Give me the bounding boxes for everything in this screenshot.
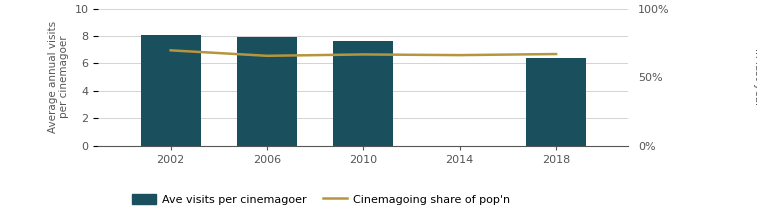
Y-axis label: Share of pop'n over 15
that visited cinema
in last year: Share of pop'n over 15 that visited cine…	[753, 18, 757, 137]
Bar	[333, 42, 394, 146]
Bar	[141, 35, 201, 146]
Legend: Ave visits per cinemagoer, Cinemagoing share of pop'n: Ave visits per cinemagoer, Cinemagoing s…	[127, 189, 515, 209]
Bar	[526, 58, 586, 146]
Y-axis label: Average annual visits
per cinemagoer: Average annual visits per cinemagoer	[48, 21, 69, 133]
Bar	[237, 37, 298, 146]
